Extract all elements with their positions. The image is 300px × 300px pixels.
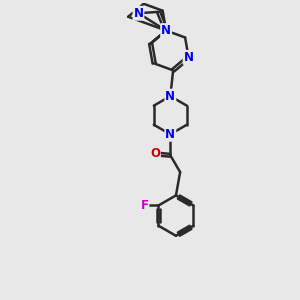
Text: N: N: [161, 24, 171, 37]
Text: N: N: [165, 128, 175, 141]
Text: N: N: [134, 7, 143, 20]
Text: N: N: [184, 51, 194, 64]
Text: N: N: [165, 90, 175, 103]
Text: O: O: [150, 147, 160, 161]
Text: F: F: [140, 199, 148, 212]
